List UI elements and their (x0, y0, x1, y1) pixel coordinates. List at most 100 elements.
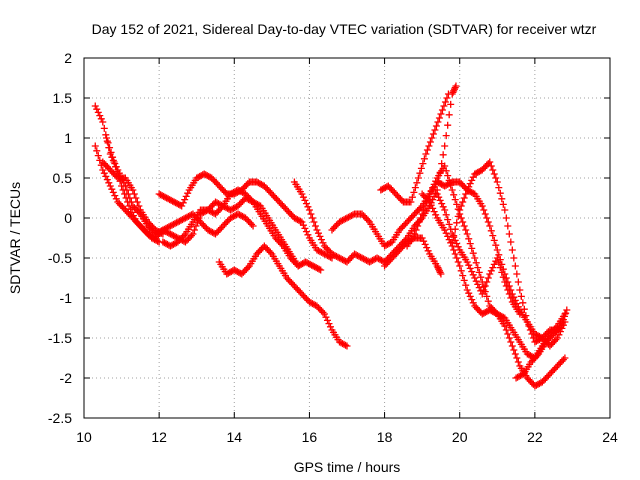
data-point (106, 182, 114, 190)
data-point (550, 337, 558, 345)
data-point (160, 225, 168, 233)
data-point (442, 211, 450, 219)
data-point (361, 213, 369, 221)
data-point (492, 241, 500, 249)
data-point (220, 187, 228, 195)
data-point (334, 253, 342, 261)
data-point (474, 168, 482, 176)
data-point (299, 292, 307, 300)
data-point (166, 242, 174, 250)
data-point (453, 200, 461, 208)
data-point (442, 167, 450, 175)
y-tick-label: -2 (60, 370, 73, 386)
data-point (292, 284, 300, 292)
data-point (109, 169, 117, 177)
data-point (111, 192, 119, 200)
data-point (556, 359, 564, 367)
data-point (424, 247, 432, 255)
data-point (468, 176, 476, 184)
data-point (93, 105, 101, 113)
data-point (387, 239, 395, 247)
data-point (293, 285, 301, 293)
data-point (451, 236, 459, 244)
data-point (325, 320, 333, 328)
data-point (317, 248, 325, 256)
data-point (377, 186, 385, 194)
data-point (416, 169, 424, 177)
data-point (205, 172, 213, 180)
data-point (165, 223, 173, 231)
data-point (407, 198, 415, 206)
data-point (168, 241, 176, 249)
data-point (466, 292, 474, 300)
data-point (242, 181, 250, 189)
data-point (531, 382, 539, 390)
data-point (475, 307, 483, 315)
data-point (447, 100, 455, 108)
data-point (471, 254, 479, 262)
data-point (320, 250, 328, 258)
data-point (444, 180, 452, 188)
data-point (145, 220, 153, 228)
data-point (466, 264, 474, 272)
data-point (209, 176, 217, 184)
data-point (435, 114, 443, 122)
data-point (147, 221, 155, 229)
data-point (552, 336, 560, 344)
data-point (496, 256, 504, 264)
data-point (174, 218, 182, 226)
data-point (216, 205, 224, 213)
data-point (529, 334, 537, 342)
data-point (420, 237, 428, 245)
data-point (345, 213, 353, 221)
data-point (164, 195, 172, 203)
data-point (110, 158, 118, 166)
series-arc-9 (328, 178, 569, 350)
data-point (172, 219, 180, 227)
data-point (481, 282, 489, 290)
data-point (245, 217, 253, 225)
data-point (520, 305, 528, 313)
data-point (432, 122, 440, 130)
data-point (528, 379, 536, 387)
data-point (442, 132, 450, 140)
series-arc-10 (377, 90, 452, 206)
series-arc-11 (403, 162, 569, 362)
data-point (547, 368, 555, 376)
data-point (272, 234, 280, 242)
data-point (403, 238, 411, 246)
data-point (322, 313, 330, 321)
data-point (459, 181, 467, 189)
data-point (289, 280, 297, 288)
data-point (495, 251, 503, 259)
data-point (248, 220, 256, 228)
data-point (99, 118, 107, 126)
data-point (231, 212, 239, 220)
data-point (535, 380, 543, 388)
data-point (415, 205, 423, 213)
data-point (444, 172, 452, 180)
data-point (351, 250, 359, 258)
data-point (316, 232, 324, 240)
data-point (457, 202, 465, 210)
data-point (426, 138, 434, 146)
data-point (434, 118, 442, 126)
data-point (103, 137, 111, 145)
data-point (299, 193, 307, 201)
data-point (345, 256, 353, 264)
data-point (525, 376, 533, 384)
data-point (501, 322, 509, 330)
data-point (468, 268, 476, 276)
data-point (311, 263, 319, 271)
data-point (210, 229, 218, 237)
data-point (103, 176, 111, 184)
x-tick-label: 12 (151, 429, 167, 445)
data-point (481, 163, 489, 171)
data-point (493, 254, 501, 262)
data-point (414, 222, 422, 230)
data-point (391, 251, 399, 259)
data-point (230, 266, 238, 274)
data-point (304, 203, 312, 211)
series-arc-15 (433, 190, 524, 318)
data-point (118, 203, 126, 211)
